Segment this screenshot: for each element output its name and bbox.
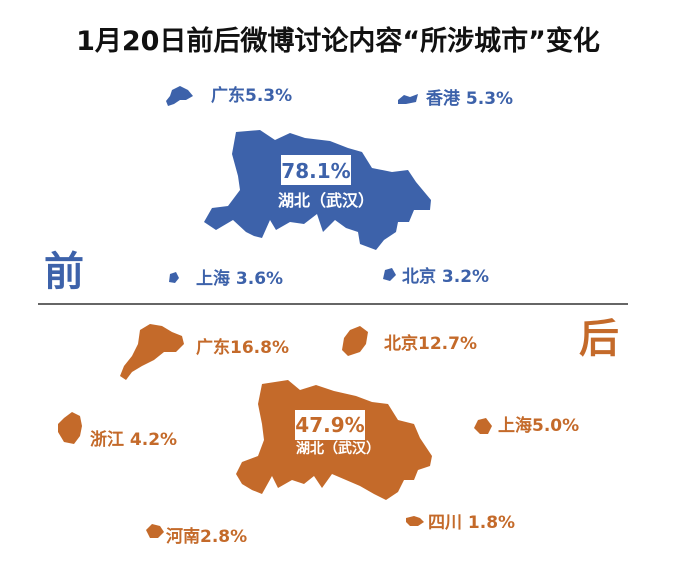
guangdong-before-icon — [166, 86, 193, 106]
chart-title: 1月20日前后微博讨论内容“所涉城市”变化 — [76, 25, 600, 57]
hubei-after-name: 湖北（武汉） — [296, 440, 380, 457]
guangdong-before-label: 广东5.3% — [211, 85, 292, 106]
beijing-before-icon — [383, 268, 396, 281]
guangdong-after-label: 广东16.8% — [196, 337, 289, 358]
shanghai-before-label: 上海 3.6% — [196, 268, 283, 289]
hongkong-before-icon — [398, 94, 418, 104]
hubei-before-value: 78.1% — [281, 159, 350, 183]
shanghai-after-icon — [474, 418, 492, 434]
shanghai-after-label: 上海5.0% — [498, 415, 579, 436]
beijing-after-label: 北京12.7% — [384, 333, 477, 354]
hubei-after-value-box — [295, 410, 365, 440]
hubei-before-shape — [204, 130, 431, 250]
sichuan-after-icon — [406, 516, 424, 526]
henan-after-label: 河南2.8% — [166, 526, 247, 547]
beijing-before-label: 北京 3.2% — [402, 266, 489, 287]
guangdong-after-icon — [120, 324, 184, 380]
sichuan-after-label: 四川 1.8% — [428, 513, 515, 533]
hubei-after-value: 47.9% — [295, 413, 364, 437]
hubei-before-name: 湖北（武汉） — [278, 191, 374, 210]
zhejiang-after-label: 浙江 4.2% — [90, 429, 177, 450]
shanghai-before-icon — [169, 272, 179, 283]
before-section-label: 前 — [44, 249, 84, 295]
after-section-label: 后 — [579, 316, 619, 362]
hubei-before-value-box — [281, 155, 351, 185]
hongkong-before-label: 香港 5.3% — [426, 88, 513, 109]
henan-after-icon — [146, 524, 164, 538]
beijing-after-icon — [342, 326, 368, 356]
zhejiang-after-icon — [58, 412, 82, 444]
